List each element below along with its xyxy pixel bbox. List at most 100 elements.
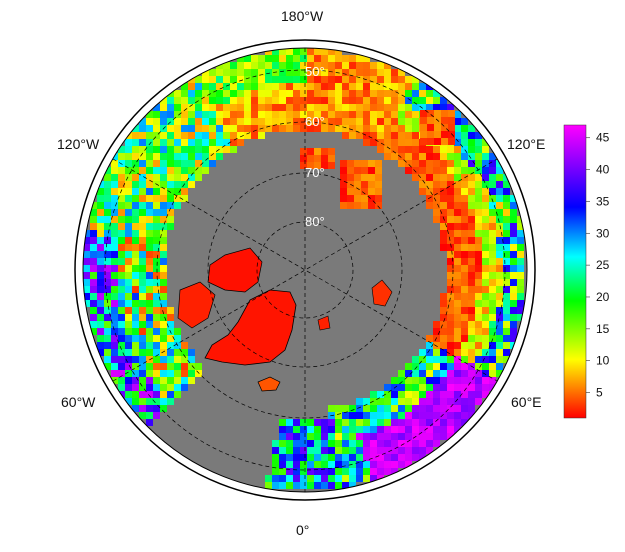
data-cell	[368, 195, 375, 202]
data-cell	[398, 370, 405, 377]
data-cell	[118, 300, 125, 307]
data-cell	[361, 202, 368, 209]
data-cell	[447, 391, 454, 398]
data-cell	[356, 69, 363, 76]
data-cell	[503, 258, 510, 265]
data-cell	[104, 181, 111, 188]
data-cell	[146, 286, 153, 293]
data-cell	[447, 412, 454, 419]
data-cell	[223, 62, 230, 69]
data-cell	[375, 202, 382, 209]
data-cell	[426, 188, 433, 195]
data-cell	[139, 321, 146, 328]
data-cell	[244, 118, 251, 125]
data-cell	[468, 335, 475, 342]
data-cell	[286, 475, 293, 482]
data-cell	[489, 349, 496, 356]
data-cell	[328, 104, 335, 111]
data-cell	[510, 335, 517, 342]
data-cell	[160, 307, 167, 314]
data-cell	[398, 377, 405, 384]
data-cell	[377, 76, 384, 83]
data-cell	[517, 272, 524, 279]
data-cell	[454, 391, 461, 398]
data-cell	[391, 125, 398, 132]
data-cell	[251, 125, 258, 132]
data-cell	[419, 167, 426, 174]
data-cell	[132, 265, 139, 272]
data-cell	[454, 153, 461, 160]
data-cell	[181, 97, 188, 104]
data-cell	[517, 251, 524, 258]
data-cell	[461, 335, 468, 342]
data-cell	[153, 300, 160, 307]
data-cell	[377, 412, 384, 419]
data-cell	[368, 188, 375, 195]
data-cell	[111, 356, 118, 363]
data-cell	[335, 482, 342, 489]
data-cell	[160, 146, 167, 153]
data-cell	[384, 468, 391, 475]
data-cell	[440, 419, 447, 426]
data-cell	[286, 468, 293, 475]
data-cell	[349, 405, 356, 412]
data-cell	[489, 328, 496, 335]
data-cell	[195, 111, 202, 118]
data-cell	[293, 55, 300, 62]
data-cell	[251, 62, 258, 69]
data-cell	[420, 110, 427, 117]
data-cell	[419, 90, 426, 97]
data-cell	[97, 237, 104, 244]
data-cell	[384, 69, 391, 76]
data-cell	[447, 216, 454, 223]
data-cell	[340, 167, 347, 174]
data-cell	[426, 160, 433, 167]
data-cell	[216, 97, 223, 104]
data-cell	[347, 160, 354, 167]
data-cell	[181, 195, 188, 202]
data-cell	[433, 405, 440, 412]
data-cell	[132, 405, 139, 412]
data-cell	[475, 279, 482, 286]
data-cell	[160, 377, 167, 384]
data-cell	[482, 349, 489, 356]
data-cell	[97, 244, 104, 251]
data-cell	[447, 356, 454, 363]
data-cell	[461, 370, 468, 377]
data-cell	[482, 377, 489, 384]
data-cell	[223, 69, 230, 76]
data-cell	[286, 426, 293, 433]
data-cell	[426, 202, 433, 209]
data-cell	[279, 426, 286, 433]
data-cell	[300, 454, 307, 461]
data-cell	[426, 419, 433, 426]
data-cell	[377, 468, 384, 475]
data-cell	[293, 118, 300, 125]
data-cell	[167, 111, 174, 118]
data-cell	[412, 426, 419, 433]
data-cell	[496, 293, 503, 300]
data-cell	[286, 69, 293, 76]
data-cell	[482, 153, 489, 160]
data-cell	[188, 167, 195, 174]
data-cell	[461, 286, 468, 293]
data-cell	[195, 174, 202, 181]
data-cell	[335, 76, 342, 83]
data-cell	[314, 90, 321, 97]
data-cell	[146, 265, 153, 272]
data-cell	[454, 223, 461, 230]
data-cell	[363, 405, 370, 412]
data-cell	[517, 223, 524, 230]
data-cell	[454, 363, 461, 370]
data-cell	[286, 48, 293, 55]
data-cell	[293, 97, 300, 104]
data-cell	[118, 265, 125, 272]
data-cell	[230, 83, 237, 90]
data-cell	[314, 83, 321, 90]
data-cell	[307, 90, 314, 97]
data-cell	[174, 104, 181, 111]
data-cell	[181, 188, 188, 195]
data-cell	[426, 349, 433, 356]
data-cell	[132, 237, 139, 244]
data-cell	[433, 398, 440, 405]
